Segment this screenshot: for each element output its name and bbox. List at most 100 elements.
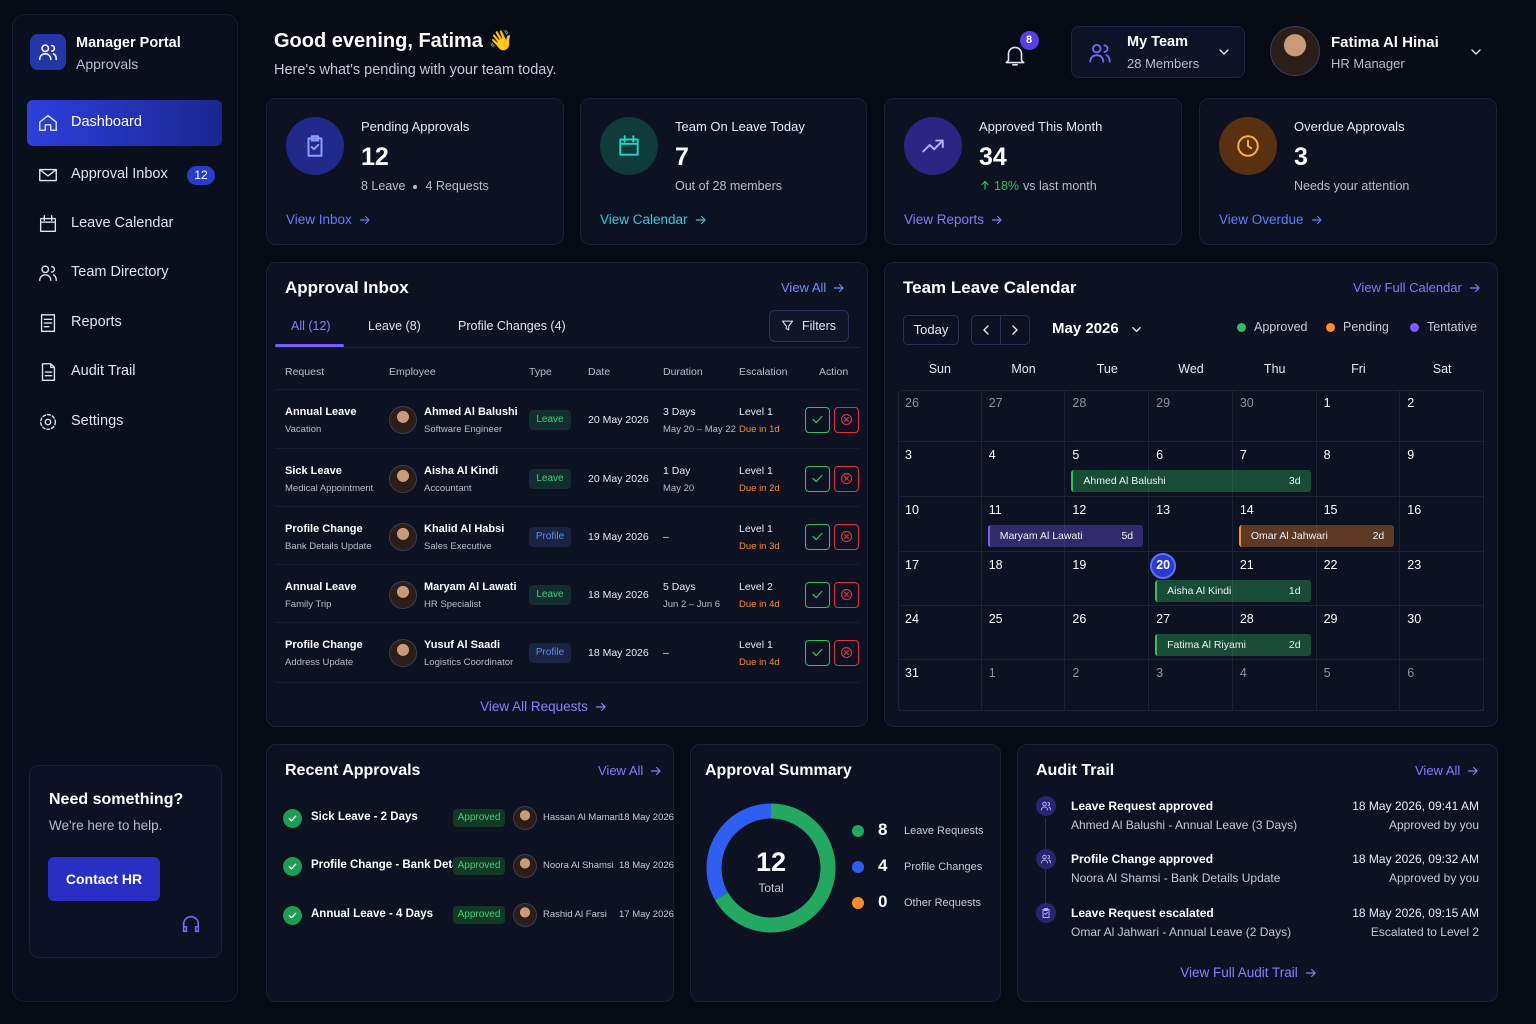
day-cell[interactable] (1149, 552, 1233, 606)
day-cell[interactable] (1232, 442, 1317, 497)
filters-label[interactable]: Filters (802, 319, 837, 333)
day-cell[interactable] (1232, 606, 1317, 660)
tab[interactable]: All (12) (291, 319, 331, 333)
next-button[interactable] (1000, 315, 1030, 345)
link[interactable]: View Full Audit Trail (1180, 965, 1298, 980)
day-cell[interactable] (981, 497, 1066, 552)
day-cell[interactable] (1400, 552, 1484, 606)
day-cell[interactable] (1065, 552, 1150, 606)
due: Due in 4d (739, 599, 780, 610)
link[interactable]: View Calendar (600, 212, 688, 227)
day-cell[interactable] (1149, 497, 1233, 552)
day-cell[interactable] (1316, 442, 1401, 497)
day-cell[interactable] (1316, 660, 1401, 711)
day-cell[interactable] (898, 552, 982, 606)
contact-button-label[interactable]: Contact HR (65, 871, 143, 887)
day-cell[interactable] (1400, 660, 1484, 711)
day-cell[interactable] (1316, 497, 1401, 552)
day-cell[interactable] (1149, 442, 1233, 497)
contact-button[interactable] (48, 857, 160, 901)
day-cell[interactable] (1149, 390, 1233, 442)
tab[interactable]: Leave (8) (368, 319, 421, 333)
reject-button[interactable] (834, 466, 859, 492)
reject-button[interactable] (834, 640, 859, 666)
link[interactable]: View Reports (904, 212, 985, 227)
approval-employee: Hassan Al Mamari (543, 812, 621, 823)
leave-event[interactable] (987, 525, 1144, 547)
check-icon (288, 912, 297, 919)
approve-button[interactable] (805, 466, 830, 492)
day-cell[interactable] (1316, 552, 1401, 606)
link[interactable]: View All Requests (480, 699, 588, 714)
nav-item[interactable]: Dashboard (71, 114, 142, 130)
link[interactable]: View All (781, 280, 827, 295)
reject-icon-part (844, 476, 849, 481)
day-cell[interactable] (898, 606, 982, 660)
day-cell[interactable] (1400, 497, 1484, 552)
day-cell[interactable] (981, 390, 1066, 442)
nav-item[interactable]: Reports (71, 314, 122, 330)
day-cell[interactable] (898, 442, 982, 497)
link[interactable]: View Inbox (286, 212, 352, 227)
link[interactable]: View Overdue (1219, 212, 1304, 227)
request-date: 19 May 2026 (588, 531, 649, 543)
leave-event[interactable] (1155, 634, 1311, 656)
day-cell[interactable] (898, 390, 982, 442)
approve-button[interactable] (805, 582, 830, 608)
leave-event[interactable] (1071, 470, 1311, 492)
day-cell[interactable] (981, 606, 1066, 660)
request-date: 18 May 2026 (588, 589, 649, 601)
approve-button[interactable] (805, 524, 830, 550)
link[interactable]: View All (1415, 763, 1461, 778)
nav-icon-part (41, 363, 56, 381)
day-number: 18 (988, 558, 1003, 572)
nav-item[interactable]: Team Directory (71, 264, 169, 280)
nav-active[interactable] (27, 100, 222, 146)
day-number: 12 (1072, 503, 1087, 517)
day-cell[interactable] (1065, 660, 1150, 711)
reject-button[interactable] (834, 407, 859, 433)
day-cell[interactable] (1065, 390, 1150, 442)
today-label[interactable]: Today (913, 322, 949, 337)
nav-item[interactable]: Settings (71, 413, 124, 429)
day-cell[interactable] (1232, 497, 1317, 552)
day-cell[interactable] (1232, 552, 1317, 606)
day-cell[interactable] (1149, 606, 1233, 660)
type-label: Profile (535, 531, 565, 542)
day-cell[interactable] (981, 552, 1066, 606)
approve-button[interactable] (805, 407, 830, 433)
today-button[interactable] (903, 315, 959, 345)
filters-button[interactable] (769, 310, 849, 342)
approve-button[interactable] (805, 640, 830, 666)
day-number: 14 (1239, 503, 1254, 517)
day-cell[interactable] (898, 660, 982, 711)
stat-label: Pending Approvals (361, 119, 470, 134)
link[interactable]: View All (598, 763, 644, 778)
day-cell[interactable] (1065, 606, 1150, 660)
nav-item[interactable]: Approval Inbox (71, 166, 168, 182)
reject-button[interactable] (834, 524, 859, 550)
day-cell[interactable] (1400, 606, 1484, 660)
day-cell[interactable] (1232, 660, 1317, 711)
nav-item[interactable]: Audit Trail (71, 363, 136, 379)
day-cell[interactable] (1149, 660, 1233, 711)
month-label[interactable]: May 2026 (1052, 320, 1119, 337)
nav-item[interactable]: Leave Calendar (71, 215, 174, 231)
day-cell[interactable] (1065, 497, 1150, 552)
donut-chart (706, 803, 836, 933)
link[interactable]: View Full Calendar (1353, 280, 1462, 295)
day-cell[interactable] (1400, 390, 1484, 442)
day-cell[interactable] (1065, 442, 1150, 497)
day-cell[interactable] (981, 442, 1066, 497)
tab[interactable]: Profile Changes (4) (458, 319, 566, 333)
approval-date: 18 May 2026 (619, 812, 674, 823)
day-cell[interactable] (1316, 606, 1401, 660)
day-cell[interactable] (1400, 442, 1484, 497)
day-cell[interactable] (981, 660, 1066, 711)
leave-event[interactable] (1238, 525, 1395, 547)
day-cell[interactable] (898, 497, 982, 552)
leave-event[interactable] (1155, 580, 1311, 602)
day-cell[interactable] (1232, 390, 1317, 442)
reject-button[interactable] (834, 582, 859, 608)
day-cell[interactable] (1316, 390, 1401, 442)
